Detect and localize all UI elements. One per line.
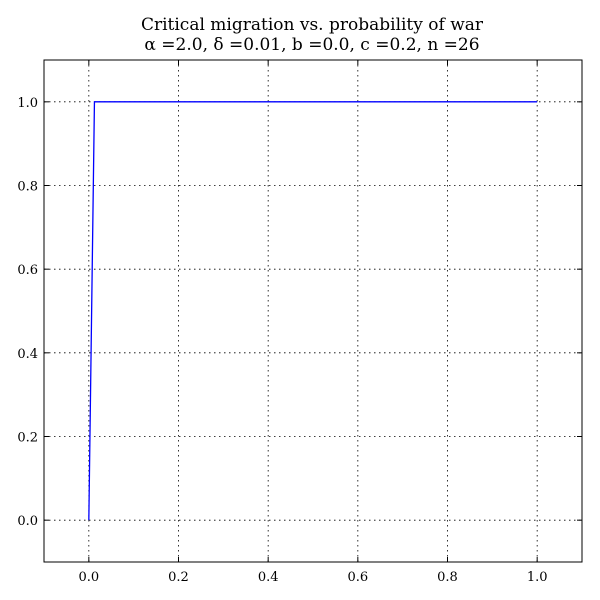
x-tick-label: 0.6 xyxy=(347,570,368,585)
x-tick-label: 0.2 xyxy=(168,570,189,585)
plot-area-frame xyxy=(43,59,583,563)
y-tick-label: 0.4 xyxy=(17,347,38,362)
x-tick-labels: 0.0 0.2 0.4 0.6 0.8 1.0 xyxy=(78,570,547,585)
chart-title-line1: Critical migration vs. probability of wa… xyxy=(141,15,484,35)
x-tick-label: 0.0 xyxy=(78,570,99,585)
ticks xyxy=(44,60,582,562)
series-layer xyxy=(88,101,538,521)
grid xyxy=(44,60,582,562)
chart-title-line2: α =2.0, δ =0.01, b =0.0, c =0.2, n =26 xyxy=(144,35,479,55)
y-tick-label: 0.8 xyxy=(17,180,38,195)
x-tick-label: 0.4 xyxy=(258,570,279,585)
y-tick-label: 0.0 xyxy=(17,514,38,529)
y-tick-label: 1.0 xyxy=(17,96,38,111)
x-tick-label: 0.8 xyxy=(437,570,458,585)
y-tick-labels: 0.0 0.2 0.4 0.6 0.8 1.0 xyxy=(17,96,38,529)
x-tick-label: 1.0 xyxy=(527,570,548,585)
series-line xyxy=(88,101,538,521)
y-tick-label: 0.6 xyxy=(17,263,38,278)
y-tick-label: 0.2 xyxy=(17,431,38,446)
